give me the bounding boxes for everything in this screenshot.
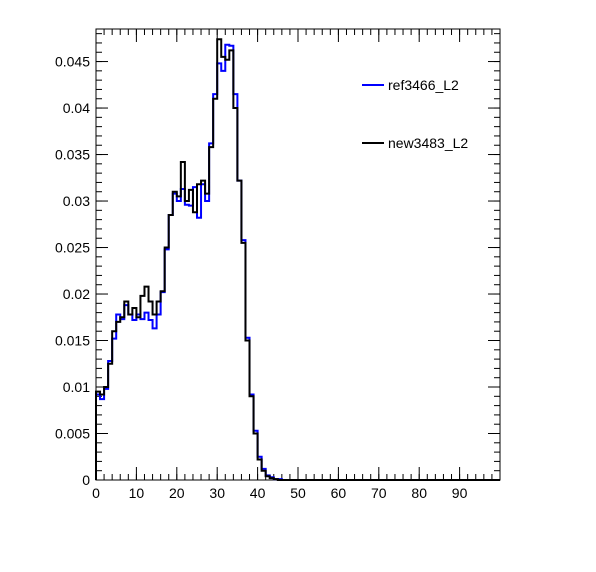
legend-label-new3483: new3483_L2: [388, 135, 468, 151]
y-tick-label: 0.015: [55, 333, 90, 349]
y-tick-label: 0: [82, 472, 90, 488]
series-line-new3483_L2: [95, 38, 500, 481]
y-tick-label: 0.005: [55, 426, 90, 442]
x-axis: 0 10 20 30 40 50 60 70 80 90: [92, 29, 468, 501]
y-tick-label: 0.04: [63, 100, 90, 116]
x-tick-label: 10: [129, 485, 145, 501]
x-tick-label: 70: [371, 485, 387, 501]
y-tick-label: 0.01: [63, 379, 90, 395]
x-tick-label: 50: [290, 485, 306, 501]
legend-label-ref3466: ref3466_L2: [388, 77, 459, 93]
y-tick-label: 0.025: [55, 240, 90, 256]
y-tick-label: 0.03: [63, 193, 90, 209]
x-tick-label: 90: [452, 485, 468, 501]
x-tick-label: 0: [92, 485, 100, 501]
legend-box: [358, 60, 486, 170]
series-layer: [95, 38, 500, 481]
x-tick-label: 30: [209, 485, 225, 501]
x-tick-label: 60: [331, 485, 347, 501]
y-tick-label: 0.045: [55, 54, 90, 70]
legend: ref3466_L2 new3483_L2: [358, 60, 486, 170]
y-tick-label: 0.035: [55, 147, 90, 163]
y-axis: 0 0.005 0.01 0.015 0.02 0.025 0.03 0.035 0.04 0.0…: [55, 54, 500, 488]
x-tick-label: 40: [250, 485, 266, 501]
y-tick-label: 0.02: [63, 286, 90, 302]
x-tick-label: 20: [169, 485, 185, 501]
x-tick-label: 80: [411, 485, 427, 501]
